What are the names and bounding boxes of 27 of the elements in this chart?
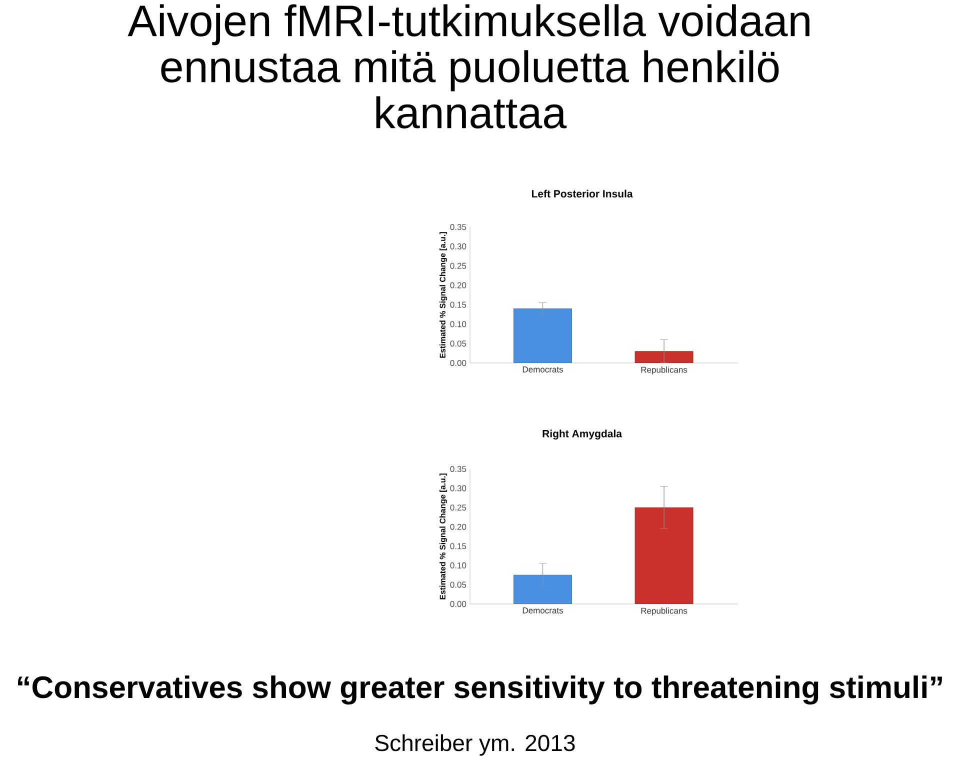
y-axis-title: Estimated % Signal Change [a.u.] xyxy=(440,232,448,358)
text: Schreiber ym. 2013 xyxy=(375,734,575,756)
y-tick-label: 0.10 xyxy=(450,321,466,328)
x-tick-label: Republicans xyxy=(641,366,688,374)
text: “Conservatives show greater sensitivity to threatening stimuli” xyxy=(18,675,942,705)
y-axis-title: Estimated % Signal Change [a.u.] xyxy=(440,474,448,600)
text: Aivojen fMRI-tutkimuksella voidaan ennustaa mitä puoluetta henkilö kannattaa xyxy=(128,4,810,128)
y-tick-label: 0.30 xyxy=(450,243,466,250)
x-tick-label: Democrats xyxy=(522,608,563,614)
y-tick-label: 0.00 xyxy=(450,600,466,608)
y-tick-label: 0.20 xyxy=(450,282,466,288)
chart-title: Right Amygdala xyxy=(542,430,622,440)
y-tick-label: 0.15 xyxy=(450,302,466,308)
y-tick-label: 0.30 xyxy=(450,485,466,492)
y-tick-label: 0.05 xyxy=(450,582,466,588)
y-tick-label: 0.25 xyxy=(450,504,466,511)
y-tick-label: 0.00 xyxy=(450,360,466,366)
y-tick-label: 0.35 xyxy=(450,224,466,230)
y-tick-label: 0.20 xyxy=(450,524,466,530)
y-tick-label: 0.35 xyxy=(450,466,466,472)
y-tick-label: 0.15 xyxy=(450,543,466,550)
x-tick-label: Republicans xyxy=(641,608,688,616)
y-tick-label: 0.10 xyxy=(450,562,466,568)
x-tick-label: Democrats xyxy=(522,366,563,372)
chart-title: Left Posterior Insula xyxy=(532,190,633,198)
y-tick-label: 0.05 xyxy=(450,340,466,347)
y-tick-label: 0.25 xyxy=(450,262,466,269)
